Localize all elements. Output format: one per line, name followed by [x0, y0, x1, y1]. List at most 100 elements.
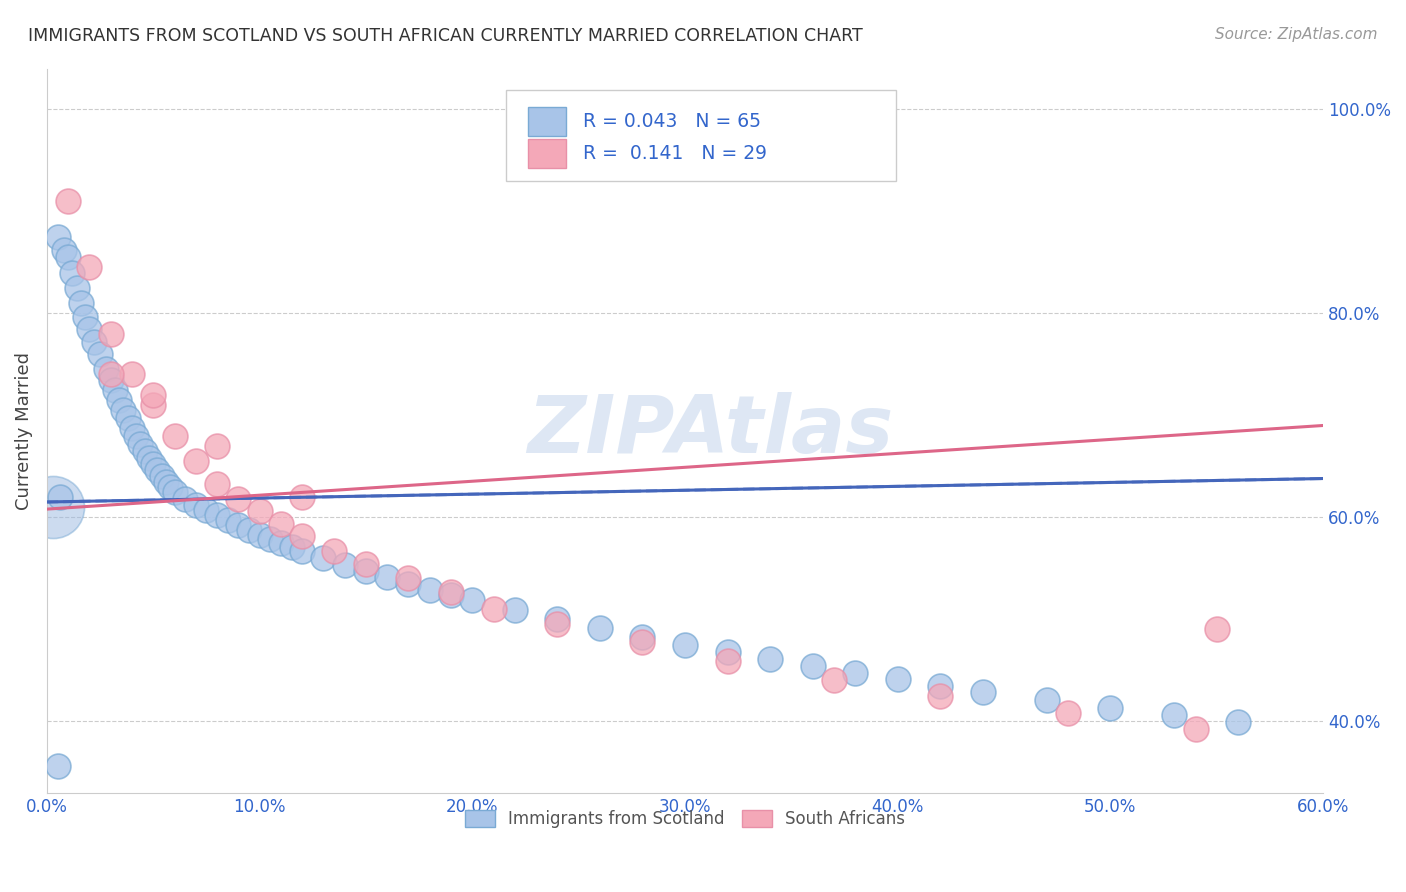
- Point: [48, 490, 70, 504]
- Point: [291, 490, 314, 504]
- Point: [205, 508, 228, 523]
- Point: [312, 551, 335, 566]
- Point: [104, 383, 127, 397]
- Point: [1163, 708, 1185, 723]
- Text: IMMIGRANTS FROM SCOTLAND VS SOUTH AFRICAN CURRENTLY MARRIED CORRELATION CHART: IMMIGRANTS FROM SCOTLAND VS SOUTH AFRICA…: [28, 27, 863, 45]
- Point: [398, 572, 420, 586]
- Point: [398, 576, 420, 591]
- Point: [100, 326, 122, 341]
- Point: [354, 558, 377, 572]
- Point: [631, 634, 654, 648]
- Point: [217, 513, 239, 527]
- Point: [291, 544, 314, 558]
- Point: [238, 523, 260, 537]
- Y-axis label: Currently Married: Currently Married: [15, 351, 32, 509]
- Point: [323, 544, 346, 558]
- Point: [270, 517, 292, 532]
- Text: ZIPAtlas: ZIPAtlas: [527, 392, 894, 469]
- Text: R = 0.043   N = 65: R = 0.043 N = 65: [583, 112, 761, 131]
- Point: [929, 689, 952, 703]
- Point: [142, 398, 165, 412]
- Point: [83, 334, 105, 349]
- Point: [96, 362, 118, 376]
- Point: [112, 403, 135, 417]
- Point: [1205, 623, 1227, 637]
- Point: [42, 500, 65, 514]
- Point: [184, 454, 207, 468]
- Point: [482, 602, 505, 616]
- Point: [125, 428, 148, 442]
- Point: [291, 528, 314, 542]
- Point: [121, 420, 143, 434]
- Point: [1035, 693, 1057, 707]
- Point: [589, 622, 612, 636]
- Point: [440, 588, 463, 602]
- Point: [163, 484, 186, 499]
- Point: [886, 673, 908, 687]
- Point: [631, 630, 654, 644]
- Point: [174, 491, 197, 506]
- FancyBboxPatch shape: [506, 90, 896, 181]
- Point: [673, 638, 696, 652]
- Point: [546, 612, 568, 626]
- Point: [333, 558, 356, 573]
- Point: [844, 666, 866, 681]
- Point: [79, 321, 101, 335]
- Point: [461, 593, 484, 607]
- Text: R =  0.141   N = 29: R = 0.141 N = 29: [583, 144, 766, 162]
- Text: Source: ZipAtlas.com: Source: ZipAtlas.com: [1215, 27, 1378, 42]
- Point: [56, 194, 79, 208]
- Point: [228, 518, 250, 533]
- Point: [142, 457, 165, 471]
- Point: [134, 444, 156, 458]
- Point: [1227, 715, 1250, 730]
- Point: [184, 498, 207, 512]
- Point: [155, 475, 177, 489]
- Point: [159, 480, 181, 494]
- Point: [823, 673, 845, 688]
- Point: [46, 229, 69, 244]
- Point: [249, 527, 271, 541]
- Point: [108, 392, 131, 407]
- Point: [56, 250, 79, 264]
- Legend: Immigrants from Scotland, South Africans: Immigrants from Scotland, South Africans: [458, 804, 911, 835]
- Point: [205, 476, 228, 491]
- Point: [270, 535, 292, 549]
- Point: [142, 388, 165, 402]
- Point: [100, 373, 122, 387]
- Point: [1057, 706, 1080, 720]
- Point: [89, 347, 111, 361]
- Point: [129, 437, 152, 451]
- Point: [801, 659, 824, 673]
- Point: [163, 428, 186, 442]
- Point: [75, 310, 97, 325]
- Point: [354, 565, 377, 579]
- Point: [546, 617, 568, 632]
- Point: [121, 368, 143, 382]
- Point: [138, 451, 160, 466]
- Point: [759, 652, 782, 666]
- Point: [503, 603, 526, 617]
- Point: [716, 654, 738, 668]
- Point: [79, 260, 101, 275]
- Point: [419, 582, 441, 597]
- Point: [66, 281, 89, 295]
- Point: [972, 684, 994, 698]
- Point: [70, 296, 93, 310]
- Point: [46, 759, 69, 773]
- Point: [100, 368, 122, 382]
- FancyBboxPatch shape: [529, 107, 567, 136]
- Point: [205, 439, 228, 453]
- Point: [62, 265, 84, 279]
- Point: [440, 584, 463, 599]
- Point: [117, 411, 139, 425]
- Point: [52, 243, 75, 257]
- Point: [280, 540, 302, 554]
- Point: [716, 645, 738, 659]
- Point: [228, 491, 250, 506]
- Point: [929, 679, 952, 693]
- Point: [150, 469, 173, 483]
- Point: [195, 503, 218, 517]
- Point: [375, 570, 398, 584]
- Point: [259, 532, 281, 546]
